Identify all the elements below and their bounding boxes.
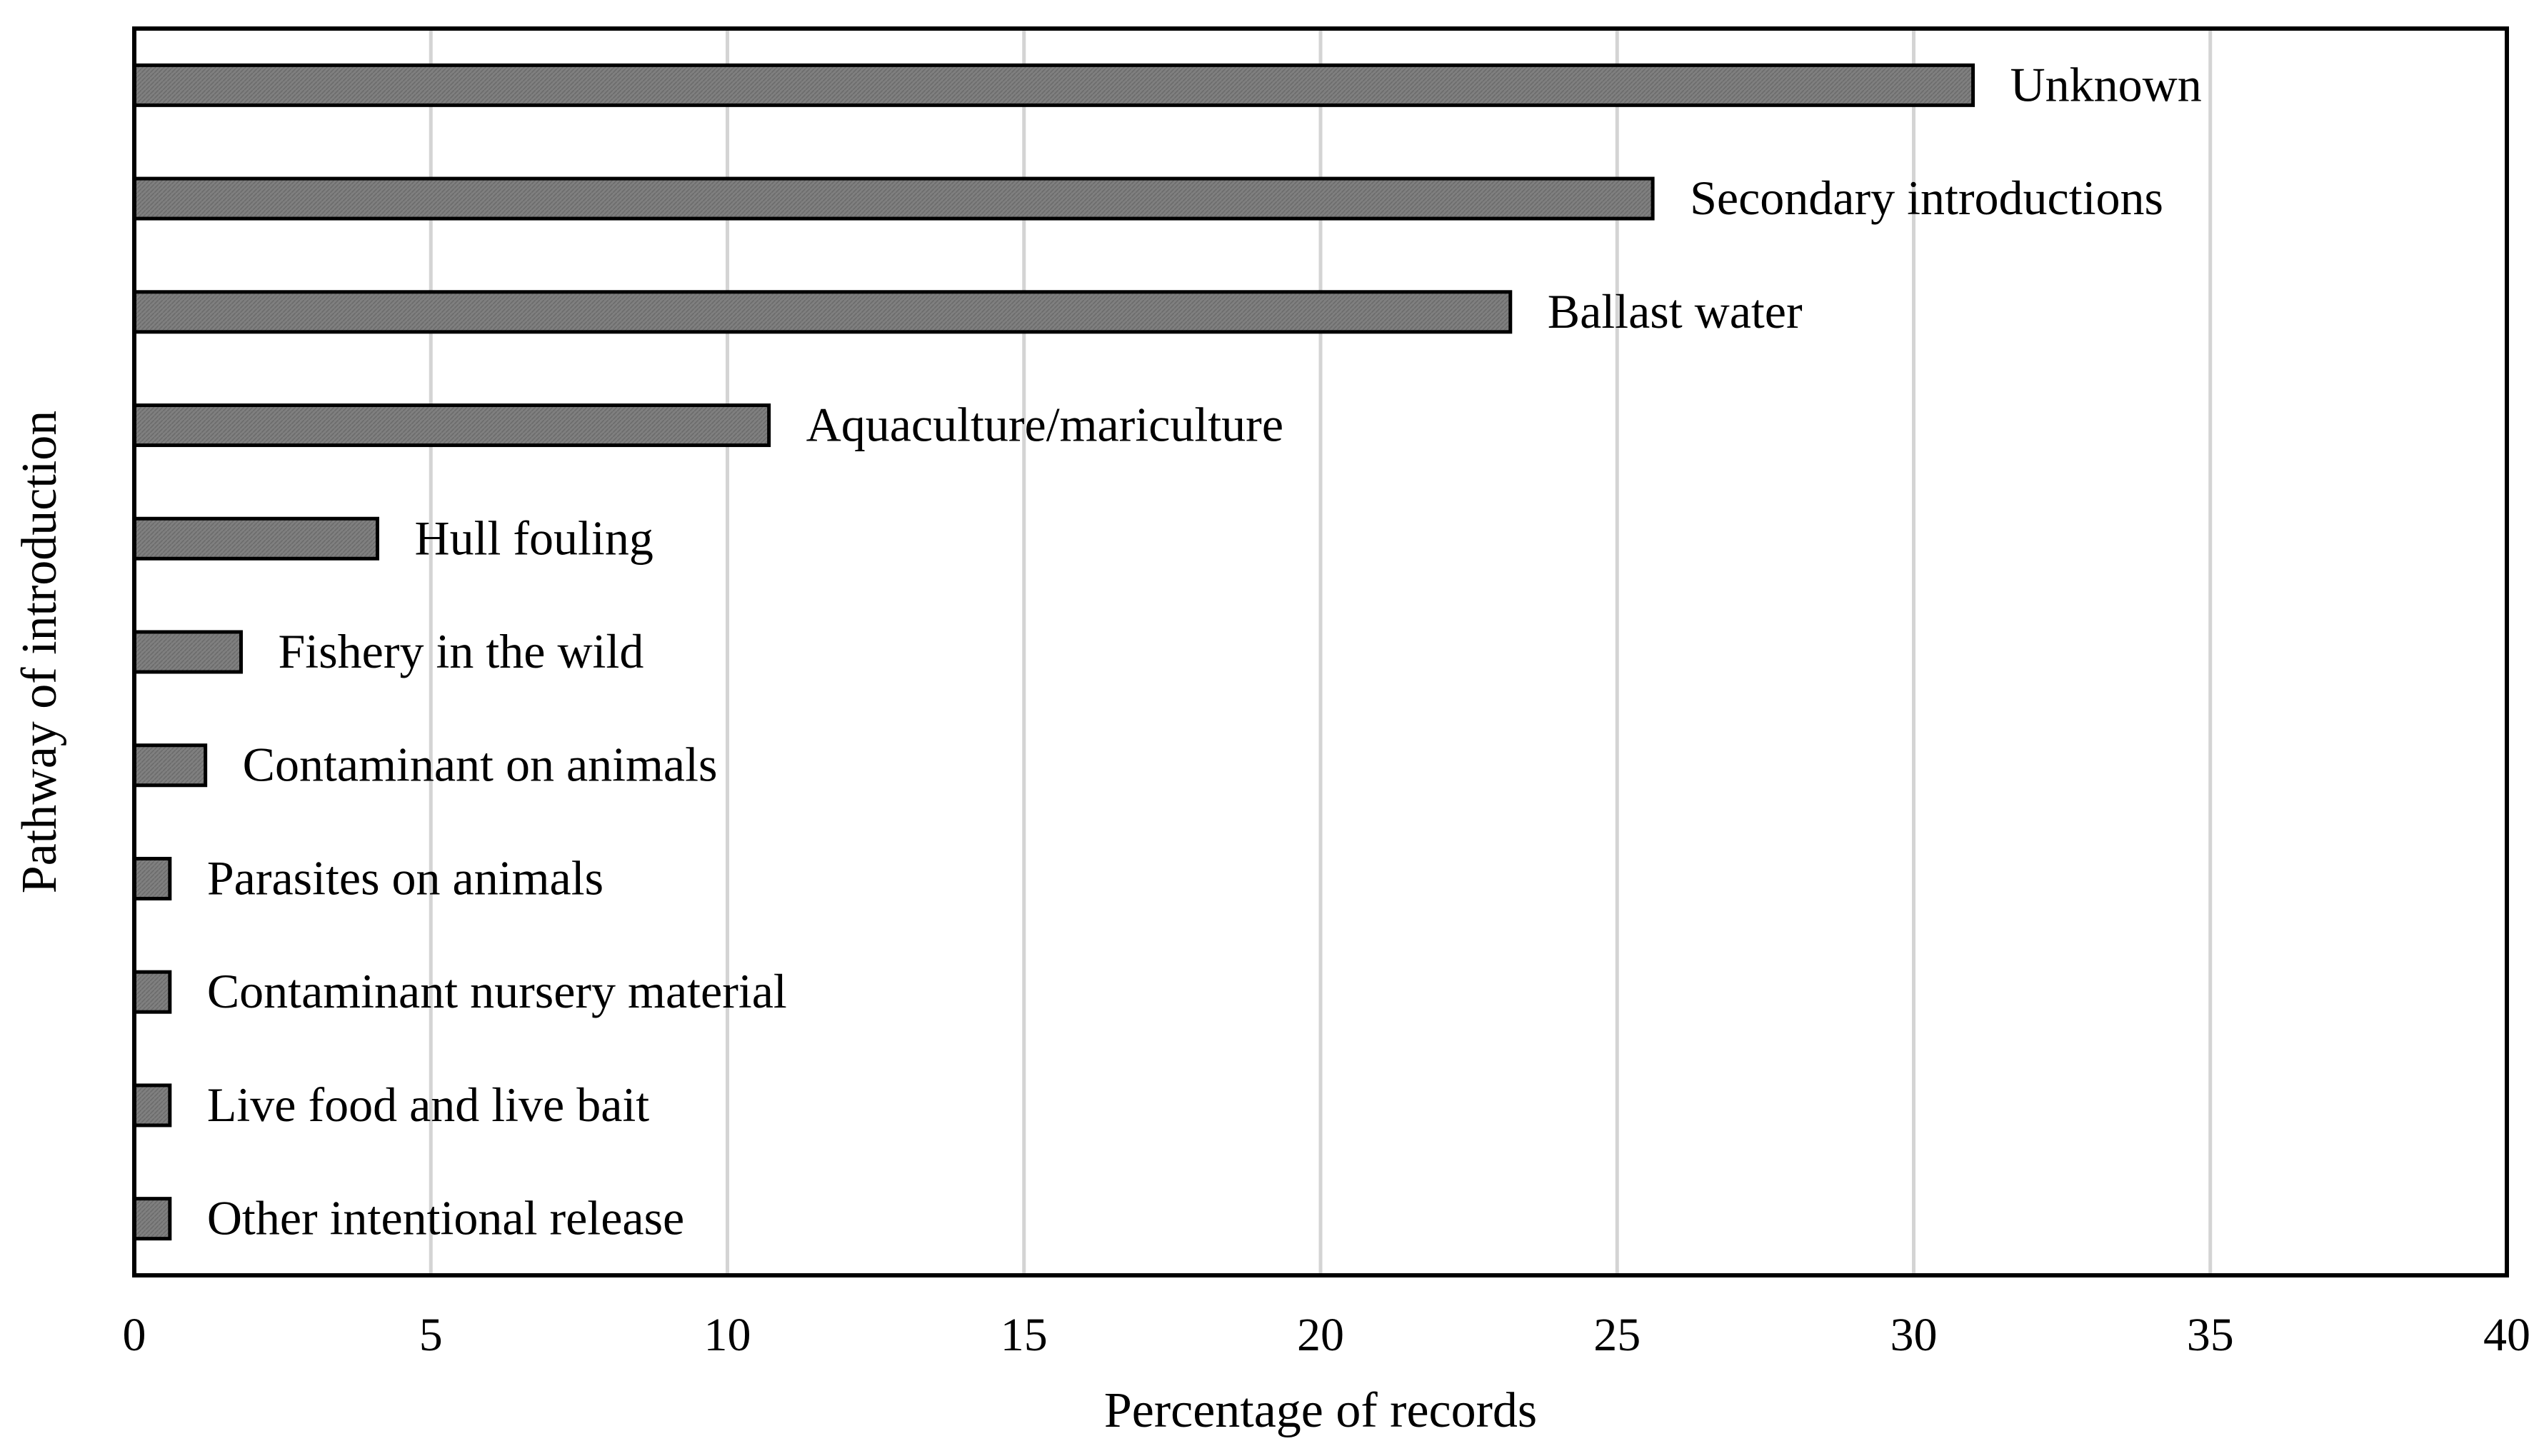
bar — [132, 743, 208, 788]
x-tick-label: 15 — [1001, 1309, 1048, 1361]
x-tick-label: 30 — [1891, 1309, 1938, 1361]
bar-category-label: Ballast water — [1548, 284, 1803, 338]
bar — [132, 856, 172, 900]
x-tick-label: 25 — [1593, 1309, 1641, 1361]
bar — [132, 403, 771, 448]
gridlines — [429, 29, 2213, 1275]
bar — [132, 176, 1655, 221]
bar — [132, 630, 243, 674]
bar-category-label: Contaminant on animals — [243, 738, 718, 792]
bar-category-label: Secondary introductions — [1690, 171, 2163, 225]
data-labels: Unknown Secondary introductions Ballast wa… — [207, 57, 2202, 1245]
x-tick-label: 5 — [419, 1309, 443, 1361]
x-tick-label: 35 — [2187, 1309, 2234, 1361]
bar-category-label: Parasites on animals — [207, 850, 604, 905]
bar-category-label: Hull fouling — [415, 511, 653, 565]
bar — [132, 63, 1975, 107]
bar — [132, 290, 1513, 334]
x-axis-title: Percentage of records — [1104, 1383, 1537, 1438]
bar-category-label: Live food and live bait — [207, 1078, 649, 1132]
bar-category-label: Other intentional release — [207, 1191, 684, 1245]
bar-category-label: Fishery in the wild — [278, 624, 643, 678]
x-tick-label: 20 — [1297, 1309, 1344, 1361]
x-tick-label: 40 — [2483, 1309, 2530, 1361]
bar — [132, 1197, 172, 1241]
x-axis-ticks: 0 5 10 15 20 25 30 35 40 — [123, 1309, 2531, 1361]
bars — [132, 63, 1975, 1241]
bar-category-label: Contaminant nursery material — [207, 964, 787, 1018]
plot-frame — [132, 26, 2509, 1277]
y-axis-title: Pathway of introduction — [12, 411, 67, 894]
bar — [132, 970, 172, 1014]
x-tick-label: 10 — [704, 1309, 751, 1361]
x-tick-label: 0 — [123, 1309, 146, 1361]
bar-category-label: Unknown — [2010, 57, 2202, 111]
bar-category-label: Aquaculture/mariculture — [806, 398, 1283, 452]
bar — [132, 516, 380, 561]
bar — [132, 1083, 172, 1128]
